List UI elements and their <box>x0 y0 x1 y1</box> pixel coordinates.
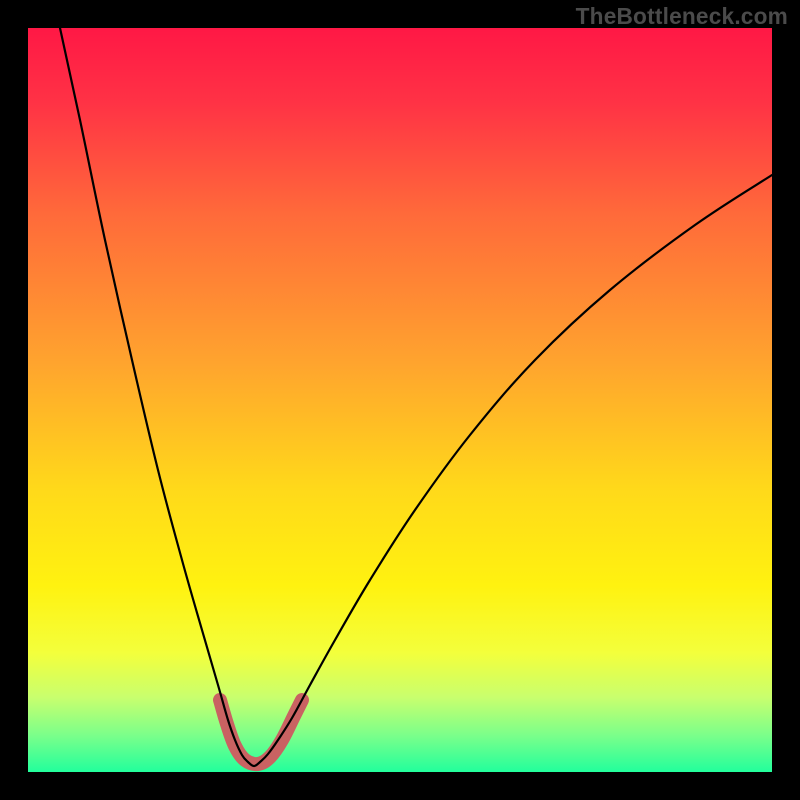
bottleneck-curve <box>60 28 772 766</box>
curve-overlay <box>0 0 800 800</box>
